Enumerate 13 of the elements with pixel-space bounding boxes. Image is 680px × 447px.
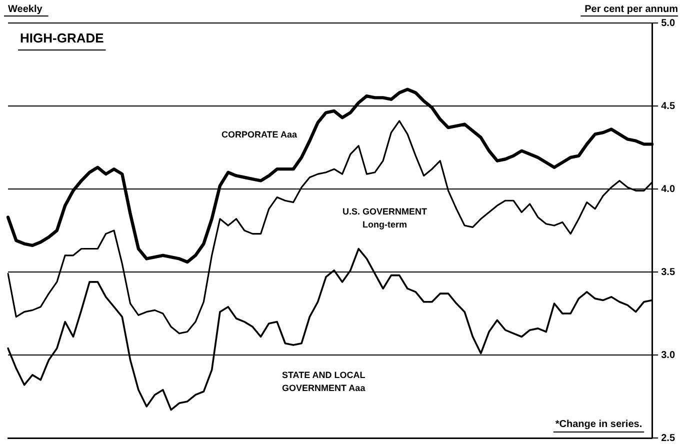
text: HIGH-GRADE bbox=[20, 30, 104, 46]
y-axis-title: Per cent per annum bbox=[584, 4, 678, 15]
chart-subtitle: Weekly bbox=[8, 4, 43, 15]
text: U.S. GOVERNMENT Long-term bbox=[342, 206, 428, 230]
y-tick-label: 3.5 bbox=[661, 266, 676, 278]
annotation: *Change in series. bbox=[555, 418, 642, 430]
y-tick-label: 3.0 bbox=[661, 350, 676, 361]
y-tick-label: 2.5 bbox=[661, 432, 676, 444]
y-tick-label: 4.0 bbox=[661, 184, 676, 195]
text: STATE AND LOCAL GOVERNMENT Aaa bbox=[282, 370, 366, 394]
y-tick-label: 4.5 bbox=[661, 100, 676, 112]
y-tick-label: 5.0 bbox=[661, 18, 676, 29]
series-label: CORPORATE Aaa bbox=[221, 130, 298, 140]
